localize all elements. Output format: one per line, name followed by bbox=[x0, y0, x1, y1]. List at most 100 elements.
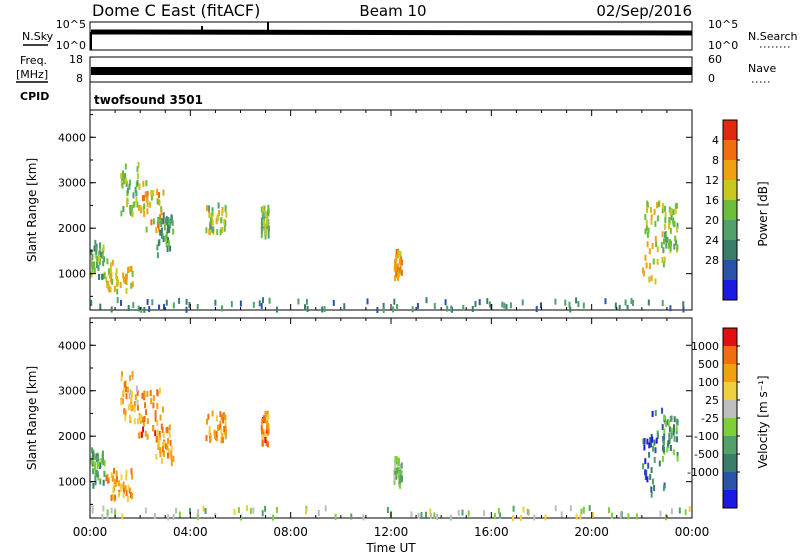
echo-cell bbox=[397, 269, 400, 276]
echo-cell bbox=[221, 209, 224, 216]
echo-cell bbox=[396, 304, 399, 310]
echo-cell bbox=[130, 396, 133, 402]
echo-cell bbox=[158, 192, 160, 199]
echo-cell bbox=[169, 440, 172, 446]
echo-cell bbox=[661, 203, 664, 210]
echo-cell bbox=[128, 487, 131, 494]
echo-cell bbox=[350, 513, 353, 520]
echo-cell bbox=[122, 276, 125, 283]
echo-cell bbox=[113, 478, 116, 485]
echo-cell bbox=[554, 505, 557, 512]
echo-cell bbox=[134, 186, 137, 193]
echo-cell bbox=[304, 304, 306, 311]
echo-cell bbox=[130, 492, 132, 498]
noise-right-label: N.Search bbox=[748, 30, 798, 43]
echo-cell bbox=[260, 227, 263, 234]
echo-cell bbox=[105, 475, 108, 482]
echo-cell bbox=[205, 227, 208, 234]
echo-cell bbox=[127, 484, 130, 491]
echo-cell bbox=[110, 507, 113, 514]
echo-cell bbox=[98, 254, 101, 261]
echo-cell bbox=[146, 298, 149, 305]
echo-cell bbox=[100, 252, 103, 259]
echo-cell bbox=[121, 513, 124, 520]
echo-cell bbox=[166, 246, 169, 252]
echo-cell bbox=[170, 460, 173, 466]
echo-cell bbox=[267, 441, 269, 448]
echo-cell bbox=[221, 226, 224, 233]
echo-cell bbox=[376, 307, 379, 313]
echo-cell bbox=[202, 505, 205, 512]
echo-cell bbox=[261, 427, 263, 434]
echo-cell bbox=[99, 258, 101, 265]
cpid-program: twofsound 3501 bbox=[94, 93, 203, 107]
echo-cell bbox=[125, 490, 128, 497]
echo-cell bbox=[676, 419, 679, 426]
echo-cell bbox=[211, 218, 214, 225]
echo-cell bbox=[120, 483, 122, 490]
echo-cell bbox=[129, 403, 132, 410]
echo-cell bbox=[564, 299, 567, 306]
echo-cell bbox=[688, 506, 691, 512]
echo-cell bbox=[661, 300, 664, 307]
echo-cell bbox=[108, 286, 111, 293]
echo-cell bbox=[569, 505, 572, 512]
echo-cell bbox=[676, 226, 679, 233]
beam-title: Beam 10 bbox=[359, 2, 426, 20]
echo-cell bbox=[220, 414, 223, 421]
echo-cell bbox=[110, 272, 113, 279]
echo-cell bbox=[644, 458, 647, 465]
echo-cell bbox=[264, 411, 267, 418]
y-tick-label: 4000 bbox=[58, 339, 86, 352]
echo-cell bbox=[642, 438, 645, 445]
echo-cell bbox=[155, 436, 158, 443]
echo-cell bbox=[113, 467, 115, 474]
echo-cell bbox=[433, 303, 436, 309]
echo-cell bbox=[95, 262, 98, 269]
echo-cell bbox=[216, 435, 218, 442]
echo-cell bbox=[216, 229, 219, 236]
echo-cell bbox=[650, 206, 652, 213]
echo-cell bbox=[189, 508, 191, 515]
echo-cell bbox=[124, 415, 127, 422]
echo-cell bbox=[224, 433, 227, 440]
echo-cell bbox=[92, 451, 95, 458]
echo-cell bbox=[101, 253, 104, 259]
echo-cell bbox=[394, 456, 397, 463]
echo-cell bbox=[162, 189, 165, 196]
echo-cell bbox=[544, 514, 547, 521]
echo-cell bbox=[138, 204, 141, 211]
noise-left-tick-top: 10^5 bbox=[56, 18, 86, 31]
echo-cell bbox=[122, 492, 125, 499]
echo-cell bbox=[400, 269, 403, 276]
echo-cell bbox=[156, 252, 159, 259]
echo-cell bbox=[658, 460, 661, 467]
echo-cell bbox=[651, 243, 654, 249]
echo-cell bbox=[146, 418, 149, 425]
echo-cell bbox=[106, 258, 109, 265]
echo-cell bbox=[128, 179, 131, 186]
echo-cell bbox=[94, 475, 97, 482]
echo-cell bbox=[211, 410, 214, 417]
echo-cell bbox=[141, 392, 144, 399]
echo-cell bbox=[93, 261, 95, 268]
echo-cell bbox=[653, 457, 656, 463]
echo-cell bbox=[260, 217, 263, 224]
colorbar-swatch bbox=[723, 400, 737, 418]
echo-cell bbox=[399, 251, 402, 257]
echo-cell bbox=[668, 223, 670, 230]
echo-cell bbox=[512, 505, 515, 512]
echo-cell bbox=[142, 420, 145, 427]
colorbar-tick-label: -500 bbox=[694, 448, 719, 461]
echo-cell bbox=[446, 305, 449, 312]
echo-cell bbox=[644, 228, 647, 235]
echo-cell bbox=[670, 432, 673, 439]
echo-cell bbox=[444, 299, 447, 306]
echo-cell bbox=[131, 211, 134, 218]
echo-cell bbox=[208, 430, 211, 436]
colorbar-swatch bbox=[723, 382, 737, 400]
echo-cell bbox=[162, 432, 165, 439]
echo-cell bbox=[211, 207, 214, 214]
echo-cell bbox=[204, 508, 207, 514]
